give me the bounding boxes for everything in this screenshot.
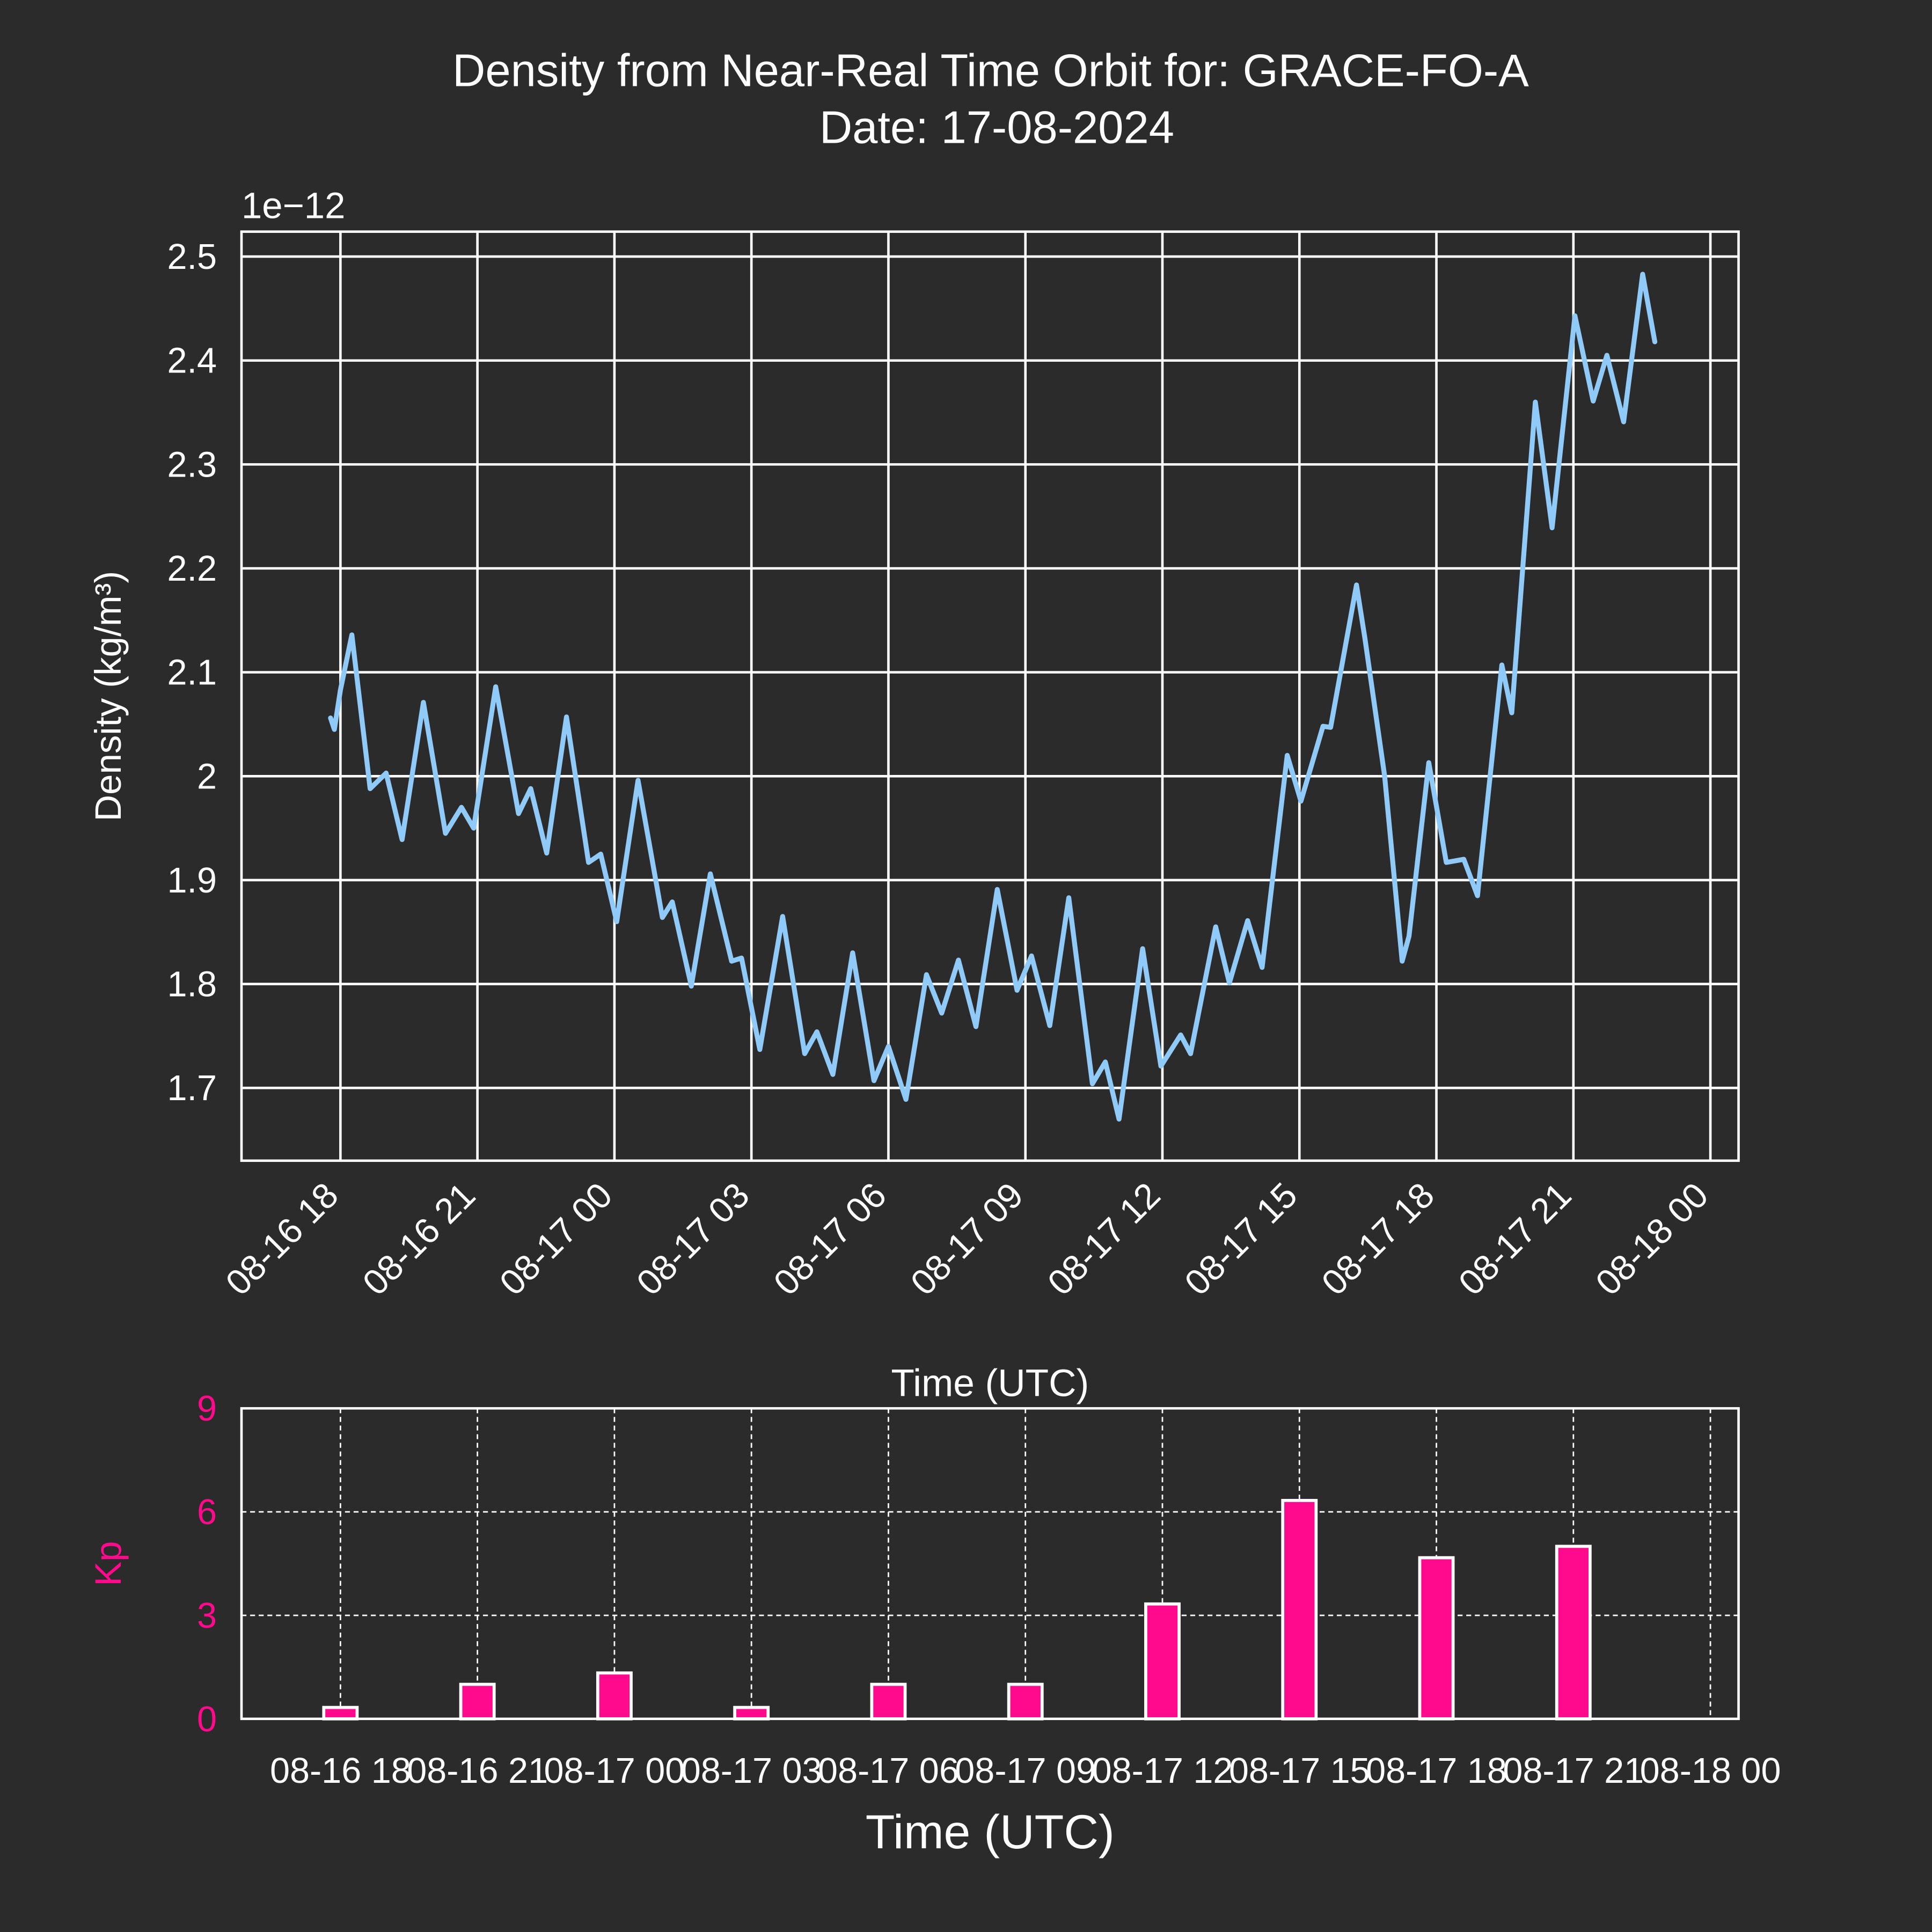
y-tick-label: 2.5 — [167, 237, 217, 277]
y-tick-label: 1.7 — [167, 1069, 217, 1108]
x-tick-label: 08-17 06 — [818, 1751, 959, 1791]
bar — [1007, 1682, 1044, 1721]
x-tick-label: 08-18 00 — [1640, 1751, 1781, 1791]
y-tick-label: 2.3 — [167, 445, 217, 485]
x-axis-label: Time (UTC) — [891, 1362, 1089, 1404]
y-tick-label: 2.2 — [167, 549, 217, 589]
bar — [870, 1682, 907, 1721]
bar — [1555, 1545, 1592, 1721]
x-tick-label: 08-17 09 — [955, 1751, 1096, 1791]
bar — [322, 1706, 359, 1721]
x-tick-label: 08-17 21 — [1503, 1751, 1644, 1791]
y-axis-label: Kp — [87, 1541, 129, 1586]
x-tick-label: 08-17 00 — [544, 1751, 685, 1791]
y-tick-label: 9 — [197, 1389, 217, 1429]
plot-frame — [240, 1407, 1740, 1721]
x-tick-label: 08-17 03 — [681, 1751, 822, 1791]
x-tick-label: 08-16 21 — [407, 1751, 548, 1791]
y-tick-label: 2 — [197, 757, 217, 796]
bar — [459, 1682, 496, 1721]
y-tick-label: 3 — [197, 1596, 217, 1636]
bar — [1281, 1499, 1318, 1721]
x-tick-label: 08-17 12 — [1092, 1751, 1233, 1791]
y-axis-label: Density (kg/m³) — [87, 571, 129, 822]
bar — [733, 1706, 770, 1721]
chart-title: Density from Near-Real Time Orbit for: G… — [452, 45, 1529, 96]
y-tick-label: 1.9 — [167, 861, 217, 901]
plot-frame — [240, 230, 1740, 1162]
y-tick-label: 6 — [197, 1492, 217, 1532]
y-tick-label: 1.8 — [167, 965, 217, 1005]
chart-subtitle: Date: 17-08-2024 — [819, 101, 1174, 152]
x-axis-label: Time (UTC) — [866, 1805, 1115, 1858]
offset-label: 1e−12 — [241, 185, 345, 226]
bar — [1144, 1602, 1181, 1721]
x-tick-label: 08-17 15 — [1229, 1751, 1370, 1791]
density-line — [328, 272, 1658, 1122]
x-tick-label: 08-16 18 — [270, 1751, 411, 1791]
y-tick-label: 0 — [197, 1700, 217, 1739]
y-tick-label: 2.4 — [167, 341, 217, 381]
y-tick-label: 2.1 — [167, 653, 217, 693]
x-tick-label: 08-17 18 — [1366, 1751, 1507, 1791]
bar — [1418, 1556, 1455, 1721]
bar — [596, 1671, 633, 1721]
